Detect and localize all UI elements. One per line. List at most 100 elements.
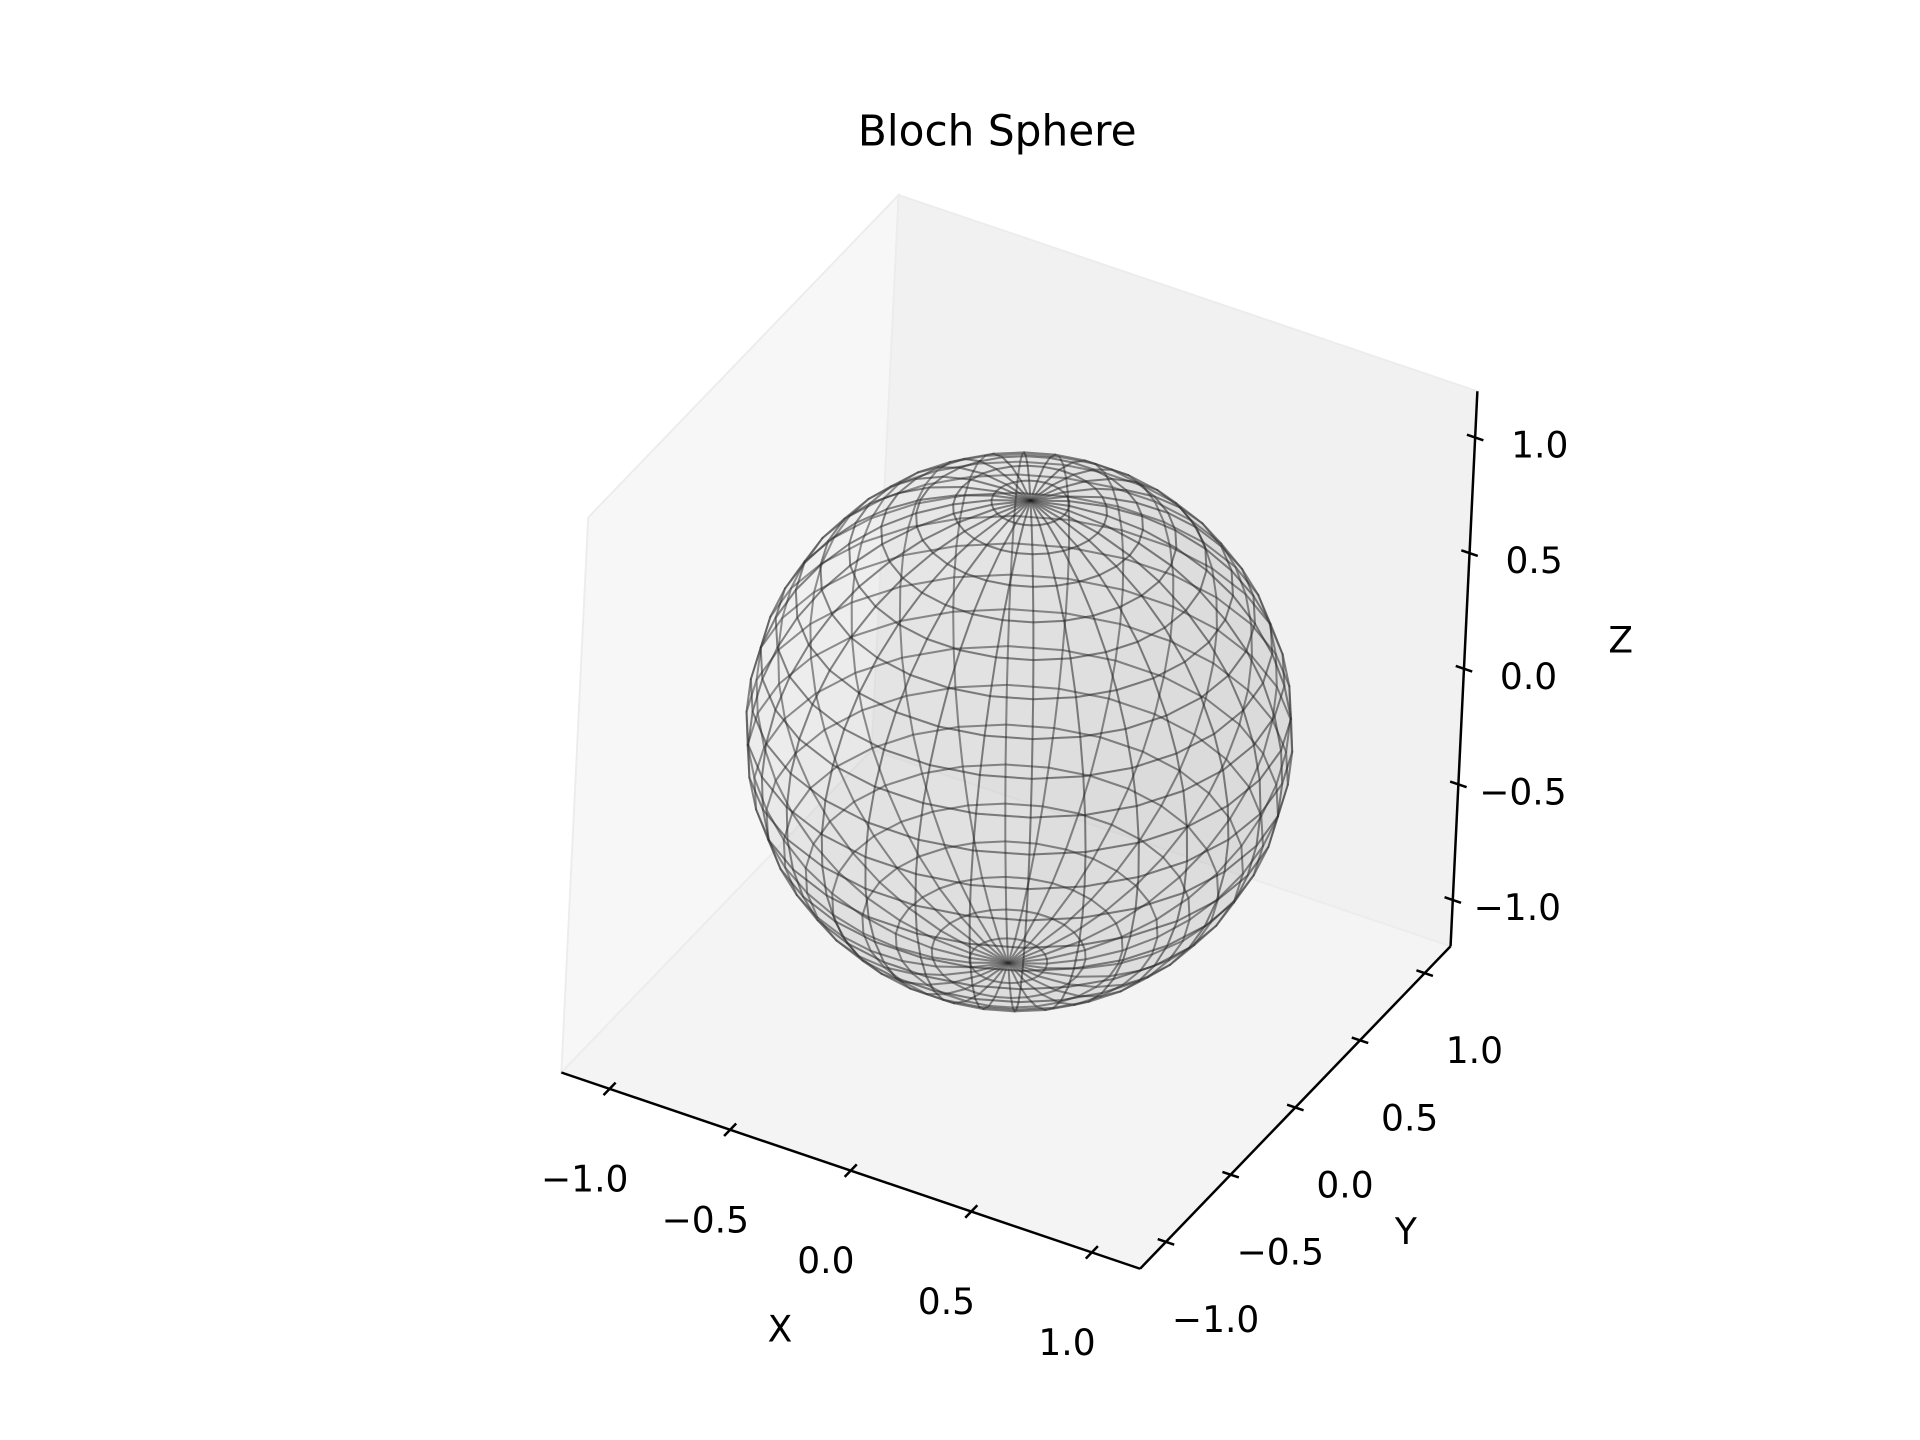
sphere-face	[998, 937, 1010, 965]
sphere-face	[832, 914, 872, 952]
sphere-face	[745, 678, 754, 746]
sphere-face	[968, 961, 1010, 969]
sphere-face	[1255, 782, 1284, 847]
sphere-face	[848, 481, 902, 517]
sphere-face	[1204, 662, 1249, 726]
sphere-face	[992, 499, 1032, 515]
sphere-face	[1135, 501, 1177, 532]
sphere-face	[1118, 594, 1166, 643]
sphere-face	[1013, 491, 1071, 521]
sphere-face	[823, 709, 874, 768]
sphere-face	[1061, 612, 1122, 662]
sphere-face	[821, 865, 870, 918]
sphere-face	[1193, 697, 1241, 761]
sphere-face	[1080, 922, 1123, 952]
sphere-face	[1047, 727, 1102, 777]
sphere-face	[921, 521, 966, 554]
sphere-face	[1051, 848, 1095, 892]
sphere-face	[1156, 489, 1204, 525]
sphere-face	[1009, 542, 1071, 580]
sphere-face	[1107, 659, 1165, 716]
sphere-face	[1032, 619, 1072, 662]
sphere-face	[776, 616, 810, 678]
sphere-face	[1022, 499, 1033, 527]
sphere-face	[928, 725, 986, 776]
sphere-face	[795, 893, 838, 942]
sphere-face	[1087, 980, 1140, 1003]
x-tick-label: 1.0	[1038, 1321, 1095, 1364]
sphere-face	[1054, 453, 1097, 466]
sphere-face	[1163, 609, 1210, 663]
sphere-face	[745, 710, 751, 779]
sphere-face	[1076, 539, 1118, 577]
sphere-face	[1167, 921, 1212, 962]
sphere-face	[1141, 484, 1193, 522]
sphere-face	[1031, 552, 1058, 588]
sphere-face	[846, 942, 897, 979]
sphere-face	[1182, 838, 1230, 894]
sphere-face	[960, 911, 993, 944]
sphere-face	[1006, 937, 1017, 965]
sphere-face	[761, 646, 791, 711]
sphere-face	[1058, 461, 1095, 476]
sphere-face	[958, 877, 992, 914]
sphere-face	[946, 537, 988, 575]
sphere-face	[1268, 622, 1291, 688]
sphere-face	[1005, 908, 1024, 941]
sphere-face	[1001, 499, 1032, 522]
sphere-face	[990, 937, 1010, 965]
sphere-face	[883, 469, 938, 499]
sphere-face	[755, 616, 784, 681]
sphere-face	[926, 981, 967, 996]
sphere-face	[867, 785, 925, 841]
sphere-face	[746, 744, 758, 811]
sphere-face	[1004, 840, 1038, 880]
sphere-face	[1029, 499, 1056, 525]
sphere-face	[1128, 542, 1172, 583]
sphere-face	[809, 601, 853, 660]
sphere-face	[837, 852, 881, 900]
sphere-face	[749, 615, 772, 681]
sphere-face	[816, 919, 864, 962]
sphere-face	[1015, 473, 1070, 498]
sphere-face	[1030, 735, 1085, 780]
tick-mark	[1466, 433, 1484, 442]
sphere-face	[1220, 545, 1255, 597]
sphere-face	[1119, 963, 1172, 993]
sphere-face	[914, 838, 974, 886]
sphere-face	[1007, 499, 1032, 525]
sphere-face	[917, 802, 978, 852]
sphere-face	[876, 623, 929, 676]
sphere-face	[1202, 541, 1247, 596]
sphere-face	[1010, 464, 1031, 482]
sphere-face	[1019, 453, 1065, 466]
sphere-face	[1153, 500, 1205, 544]
tick-mark	[843, 1163, 858, 1178]
sphere-face	[1073, 909, 1118, 942]
sphere-face	[765, 808, 787, 869]
sphere-face	[969, 948, 1010, 965]
sphere-face	[1035, 923, 1076, 951]
sphere-face	[1114, 623, 1172, 678]
sphere-face	[746, 712, 766, 779]
sphere-face	[1026, 993, 1060, 1008]
sphere-face	[992, 962, 1010, 984]
sphere-face	[1029, 487, 1065, 502]
sphere-face	[1011, 514, 1071, 549]
sphere-face	[1165, 696, 1216, 755]
sphere-face	[1000, 962, 1011, 985]
sphere-face	[860, 502, 917, 544]
sphere-face	[1137, 825, 1189, 878]
sphere-face	[967, 802, 1007, 844]
sphere-face	[774, 675, 814, 741]
sphere-face	[884, 772, 934, 823]
sphere-face	[1252, 715, 1283, 781]
sphere-face	[1063, 898, 1107, 934]
sphere-face	[1058, 455, 1106, 474]
sphere-face	[990, 494, 1032, 502]
sphere-face	[1083, 459, 1130, 477]
sphere-face	[1248, 752, 1278, 818]
sphere-face	[924, 462, 979, 486]
sphere-face	[1029, 775, 1087, 819]
sphere-face	[867, 471, 920, 500]
